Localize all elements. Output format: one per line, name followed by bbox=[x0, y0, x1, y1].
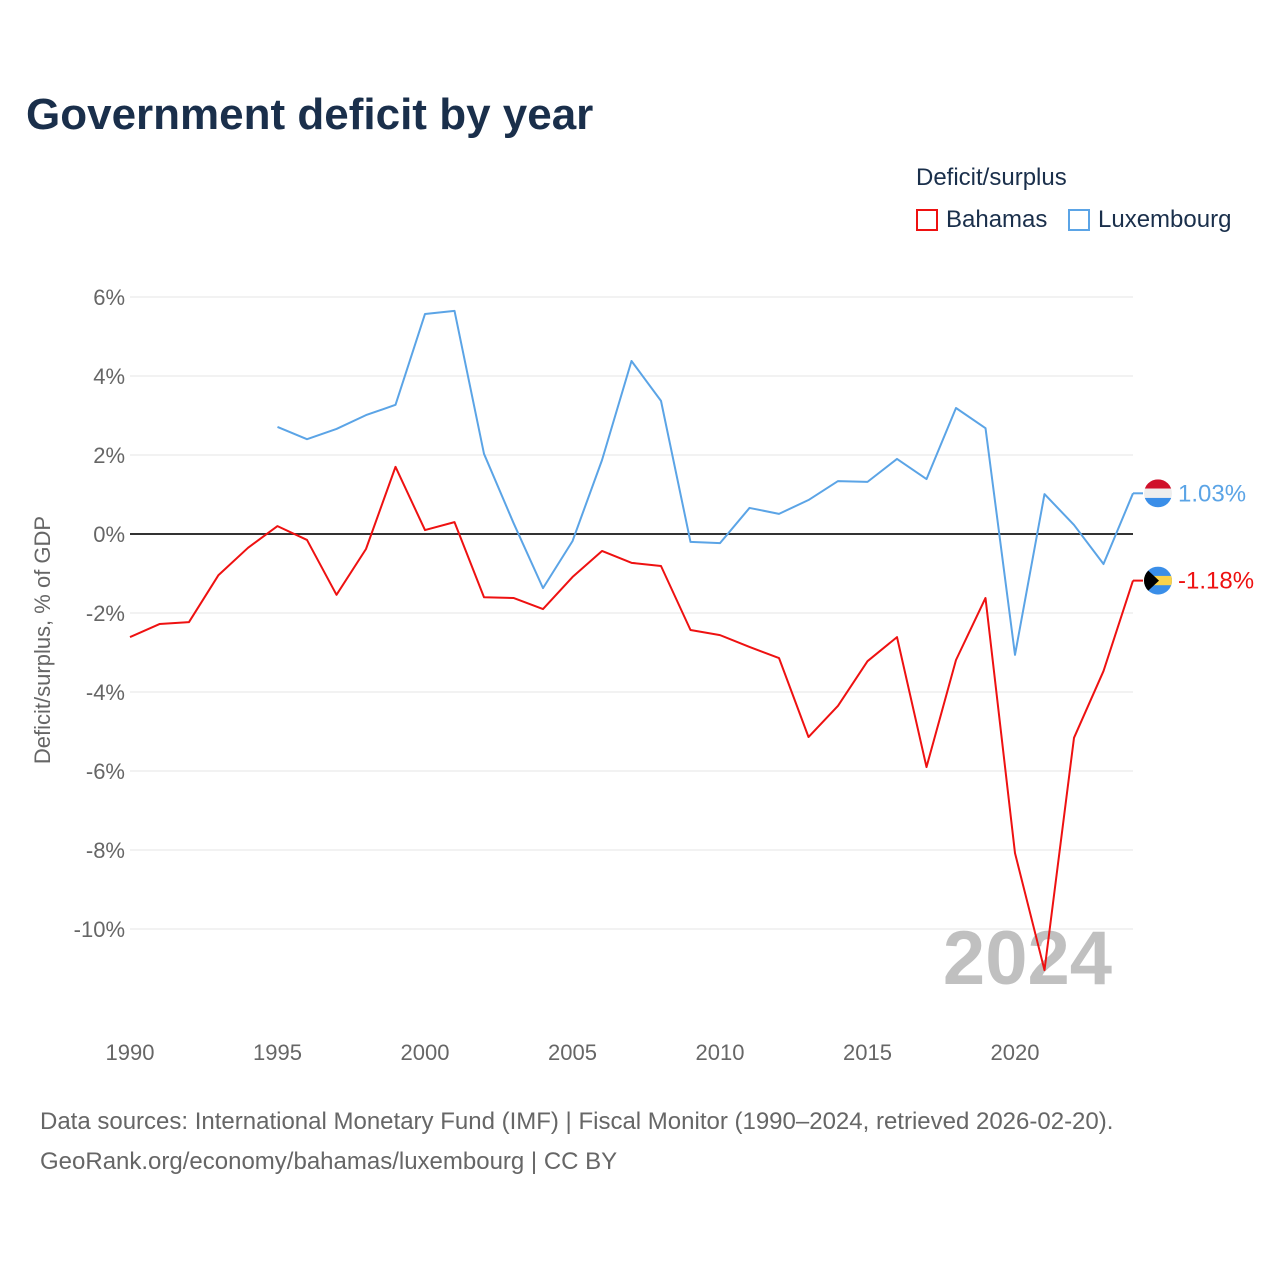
x-tick-label: 1995 bbox=[253, 1040, 302, 1065]
legend-item-luxembourg[interactable]: Luxembourg bbox=[1068, 206, 1231, 234]
y-tick-label: 4% bbox=[93, 364, 125, 389]
y-tick-label: -8% bbox=[86, 838, 125, 863]
series-line-luxembourg bbox=[277, 309, 1134, 656]
x-tick-label: 2010 bbox=[696, 1040, 745, 1065]
x-tick-label: 1990 bbox=[106, 1040, 155, 1065]
legend-label: Luxembourg bbox=[1098, 206, 1232, 233]
y-tick-label: -2% bbox=[86, 601, 125, 626]
year-watermark: 2024 bbox=[943, 916, 1112, 1001]
end-value-label: -1.18% bbox=[1178, 568, 1254, 595]
legend-item-bahamas[interactable]: Bahamas bbox=[916, 206, 1047, 234]
y-tick-label: 0% bbox=[93, 522, 125, 547]
x-tick-label: 2000 bbox=[401, 1040, 450, 1065]
flag-luxembourg-icon bbox=[1144, 497, 1172, 508]
legend-title: Deficit/surplus bbox=[916, 164, 1067, 191]
legend-swatch-bahamas bbox=[916, 209, 938, 231]
flag-luxembourg-icon bbox=[1144, 488, 1172, 498]
flag-bahamas-icon bbox=[1144, 566, 1159, 595]
flag-luxembourg-icon bbox=[1144, 479, 1172, 489]
y-tick-label: 2% bbox=[93, 443, 125, 468]
y-tick-label: -10% bbox=[74, 917, 125, 942]
y-tick-label: 6% bbox=[93, 285, 125, 310]
source-text: Data sources: International Monetary Fun… bbox=[40, 1108, 1114, 1135]
y-tick-label: -6% bbox=[86, 759, 125, 784]
source-url[interactable]: GeoRank.org/economy/bahamas/luxembourg |… bbox=[40, 1148, 618, 1175]
series-line-bahamas bbox=[129, 465, 1134, 972]
end-value-label: 1.03% bbox=[1178, 480, 1246, 507]
x-tick-label: 2015 bbox=[843, 1040, 892, 1065]
legend-swatch-luxembourg bbox=[1068, 209, 1090, 231]
legend-label: Bahamas bbox=[946, 206, 1048, 233]
x-tick-label: 2020 bbox=[991, 1040, 1040, 1065]
y-axis-label: Deficit/surplus, % of GDP bbox=[30, 516, 55, 764]
chart-title: Government deficit by year bbox=[26, 90, 594, 139]
y-tick-label: -4% bbox=[86, 680, 125, 705]
x-tick-label: 2005 bbox=[548, 1040, 597, 1065]
